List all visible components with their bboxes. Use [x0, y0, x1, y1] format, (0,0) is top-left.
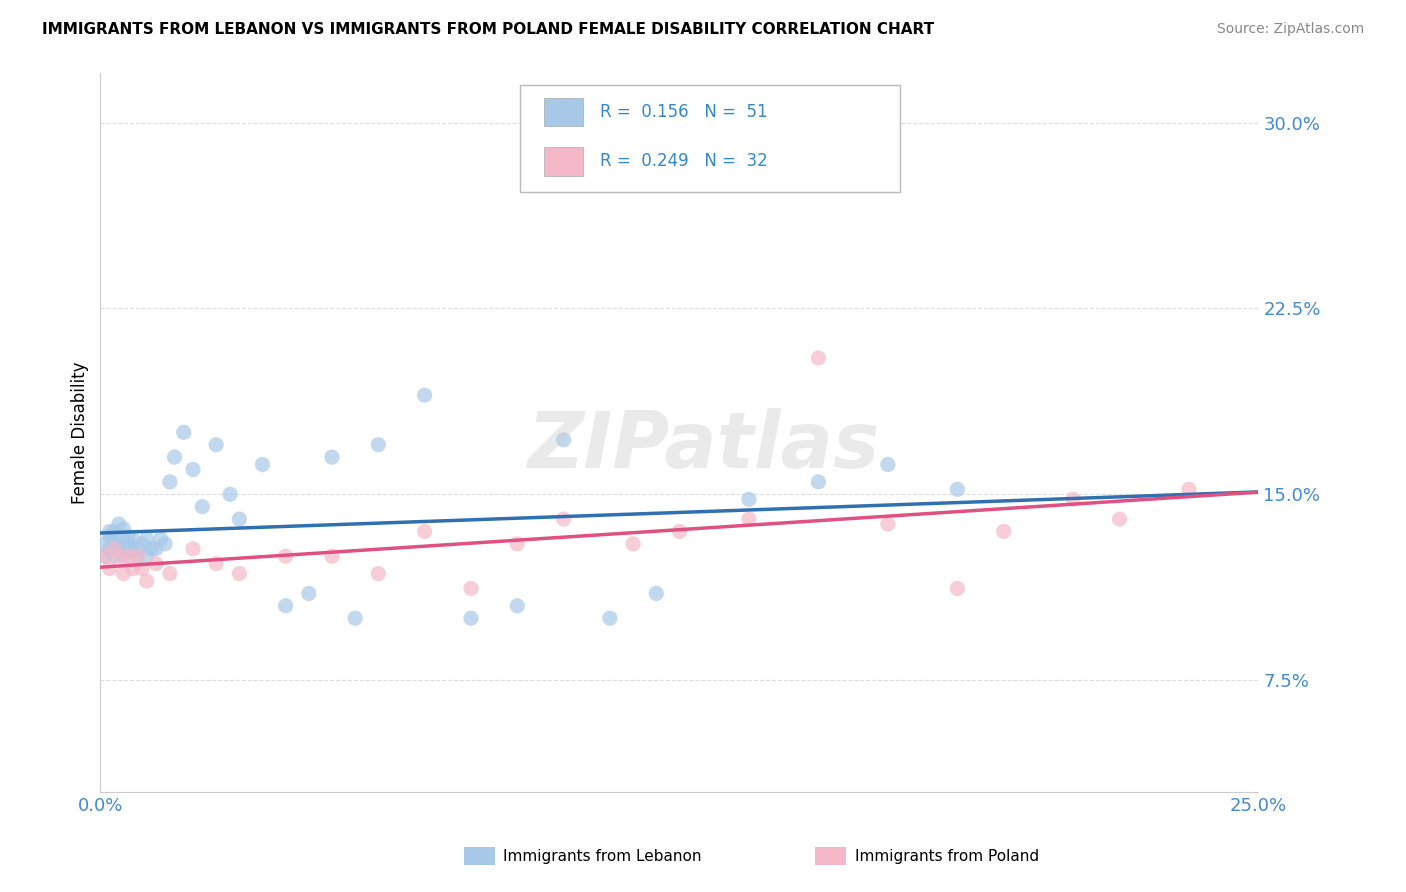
Point — [135, 549, 157, 564]
Point — [1178, 483, 1201, 497]
Point — [112, 566, 135, 581]
Point — [252, 458, 274, 472]
Point — [321, 450, 343, 464]
Point — [367, 438, 389, 452]
Point — [621, 537, 644, 551]
Point — [344, 611, 367, 625]
Point — [807, 475, 830, 489]
Point — [553, 512, 575, 526]
Point — [668, 524, 690, 539]
Point — [173, 425, 195, 440]
Point — [413, 388, 436, 402]
Point — [108, 549, 131, 564]
Point — [205, 438, 228, 452]
Point — [135, 574, 157, 588]
Point — [946, 483, 969, 497]
Point — [131, 537, 153, 551]
Point — [117, 537, 139, 551]
Point — [103, 524, 125, 539]
Point — [145, 541, 167, 556]
Text: Source: ZipAtlas.com: Source: ZipAtlas.com — [1216, 22, 1364, 37]
Point — [112, 522, 135, 536]
Point — [108, 532, 131, 546]
Point — [274, 599, 297, 613]
Point — [159, 566, 181, 581]
Point — [738, 512, 761, 526]
Point — [135, 532, 157, 546]
Point — [121, 544, 143, 558]
Point — [876, 516, 898, 531]
Point — [98, 524, 121, 539]
Point — [103, 537, 125, 551]
Point — [108, 541, 131, 556]
Point — [141, 541, 163, 556]
Point — [127, 541, 149, 556]
Point — [506, 599, 529, 613]
Point — [98, 541, 121, 556]
Point — [460, 582, 482, 596]
Text: IMMIGRANTS FROM LEBANON VS IMMIGRANTS FROM POLAND FEMALE DISABILITY CORRELATION : IMMIGRANTS FROM LEBANON VS IMMIGRANTS FR… — [42, 22, 935, 37]
Point — [159, 475, 181, 489]
Point — [946, 582, 969, 596]
Point — [181, 541, 204, 556]
Point — [460, 611, 482, 625]
Point — [553, 433, 575, 447]
Text: ZIPatlas: ZIPatlas — [527, 408, 879, 484]
Point — [876, 458, 898, 472]
Point — [219, 487, 242, 501]
Text: R =  0.156   N =  51: R = 0.156 N = 51 — [600, 103, 768, 121]
Point — [112, 549, 135, 564]
Point — [413, 524, 436, 539]
Point — [112, 537, 135, 551]
Y-axis label: Female Disability: Female Disability — [72, 361, 89, 504]
Point — [127, 549, 149, 564]
Point — [228, 512, 250, 526]
Point — [131, 561, 153, 575]
Point — [98, 561, 121, 575]
Point — [117, 549, 139, 564]
Point — [163, 450, 186, 464]
Point — [103, 541, 125, 556]
Point — [145, 557, 167, 571]
Point — [274, 549, 297, 564]
Point — [738, 492, 761, 507]
Point — [127, 549, 149, 564]
Point — [298, 586, 321, 600]
Point — [149, 532, 172, 546]
Point — [98, 529, 121, 543]
Point — [121, 561, 143, 575]
Point — [599, 611, 621, 625]
Point — [367, 566, 389, 581]
Point — [645, 586, 668, 600]
Point — [807, 351, 830, 365]
Point — [321, 549, 343, 564]
Point — [155, 537, 177, 551]
Point — [1108, 512, 1130, 526]
Point — [121, 532, 143, 546]
Point — [181, 462, 204, 476]
Point — [1062, 492, 1084, 507]
Point — [108, 516, 131, 531]
Point — [94, 537, 117, 551]
Text: Immigrants from Poland: Immigrants from Poland — [855, 849, 1039, 863]
Text: Immigrants from Lebanon: Immigrants from Lebanon — [503, 849, 702, 863]
Point — [94, 549, 117, 564]
Point — [191, 500, 214, 514]
Point — [103, 549, 125, 564]
Point — [117, 529, 139, 543]
Point — [94, 549, 117, 564]
Point — [993, 524, 1015, 539]
Point — [228, 566, 250, 581]
Text: R =  0.249   N =  32: R = 0.249 N = 32 — [600, 153, 768, 170]
Point — [205, 557, 228, 571]
Point — [506, 537, 529, 551]
